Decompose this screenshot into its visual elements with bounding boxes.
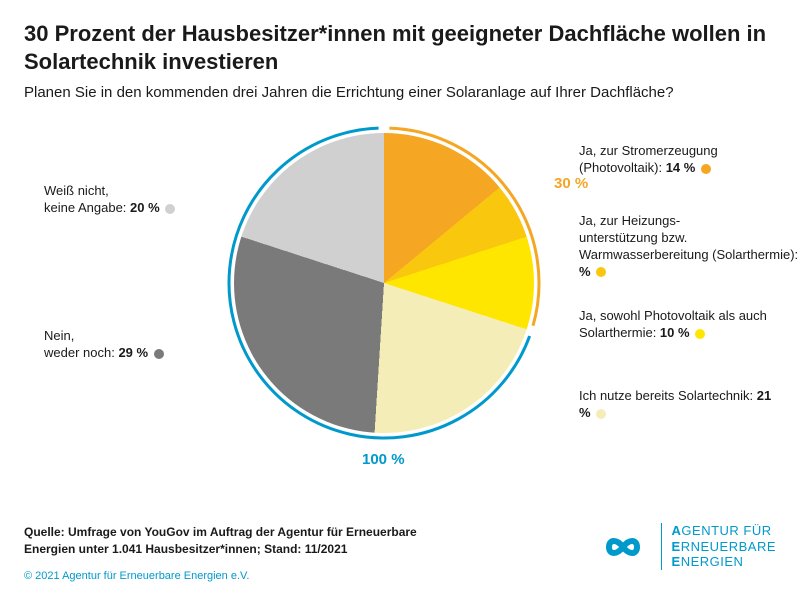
pie-slices — [234, 133, 534, 433]
page-subtitle: Planen Sie in den kommenden drei Jahren … — [24, 83, 776, 103]
slice-label: Ich nutze bereits Solartechnik: 21 % — [579, 388, 779, 422]
source-text: Quelle: Umfrage von YouGov im Auftrag de… — [24, 524, 454, 558]
slice-label: Ja, zur Heizungs-unterstützung bzw. Warm… — [579, 213, 800, 281]
copyright-text: © 2021 Agentur für Erneuerbare Energien … — [24, 570, 249, 582]
infographic-container: 30 Prozent der Hausbesitzer*innen mit ge… — [0, 0, 800, 600]
full-percent-label: 100 % — [362, 451, 405, 468]
logo-text: AGENTUR FÜR ERNEUERBARE ENERGIEN — [661, 523, 776, 570]
chart-area: 30 % 100 % Ja, zur Stromerzeugung (Photo… — [24, 113, 776, 483]
page-title: 30 Prozent der Hausbesitzer*innen mit ge… — [24, 20, 776, 75]
slice-label: Nein,weder noch: 29 % — [44, 328, 214, 362]
infinity-icon — [595, 527, 651, 567]
pie-chart — [224, 123, 544, 443]
slice-label: Ja, zur Stromerzeugung (Photovoltaik): 1… — [579, 143, 799, 177]
slice-label: Weiß nicht,keine Angabe: 20 % — [44, 183, 214, 217]
slice-label: Ja, sowohl Photovoltaik als auch Solarth… — [579, 308, 800, 342]
agency-logo: AGENTUR FÜR ERNEUERBARE ENERGIEN — [595, 523, 776, 570]
highlight-percent-label: 30 % — [554, 175, 588, 192]
